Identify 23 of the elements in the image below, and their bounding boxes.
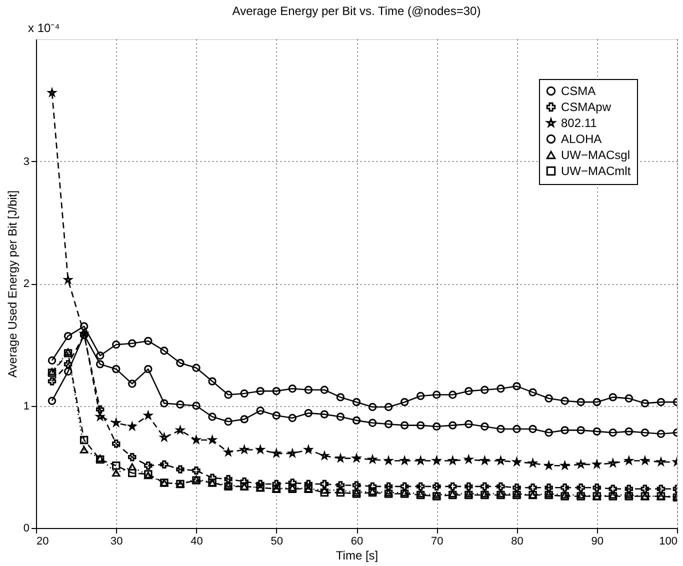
x-tick-label: 30 xyxy=(110,536,123,548)
chart-title: Average Energy per Bit vs. Time (@nodes=30) xyxy=(232,4,481,18)
y-tick-label: 1 xyxy=(23,400,30,412)
legend-label: ALOHA xyxy=(561,132,602,146)
x-tick-label: 20 xyxy=(36,536,49,548)
x-tick-label: 50 xyxy=(270,536,283,548)
y-axis-title: Average Used Energy per Bit [J/bit] xyxy=(5,190,20,378)
legend-label: 802.11 xyxy=(561,116,598,130)
x-tick-label: 100 xyxy=(659,536,678,548)
legend-label: UW−MACsgl xyxy=(561,148,630,162)
text: x 10⁻⁴ xyxy=(28,21,60,35)
x-tick-label: 70 xyxy=(431,536,444,548)
legend-label: CSMA xyxy=(561,84,596,98)
x-tick-label: 80 xyxy=(511,536,524,548)
y-tick-label: 2 xyxy=(23,278,30,290)
y-tick-label: 0 xyxy=(23,522,30,534)
x-tick-label: 90 xyxy=(591,536,604,548)
x-tick-label: 40 xyxy=(190,536,203,548)
x-axis-title: Time [s] xyxy=(336,548,378,562)
x-tick-label: 60 xyxy=(350,536,364,548)
legend-label: CSMApw xyxy=(561,100,612,114)
y-tick-label: 3 xyxy=(23,156,30,168)
legend-label: UW−MACmlt xyxy=(561,164,632,178)
